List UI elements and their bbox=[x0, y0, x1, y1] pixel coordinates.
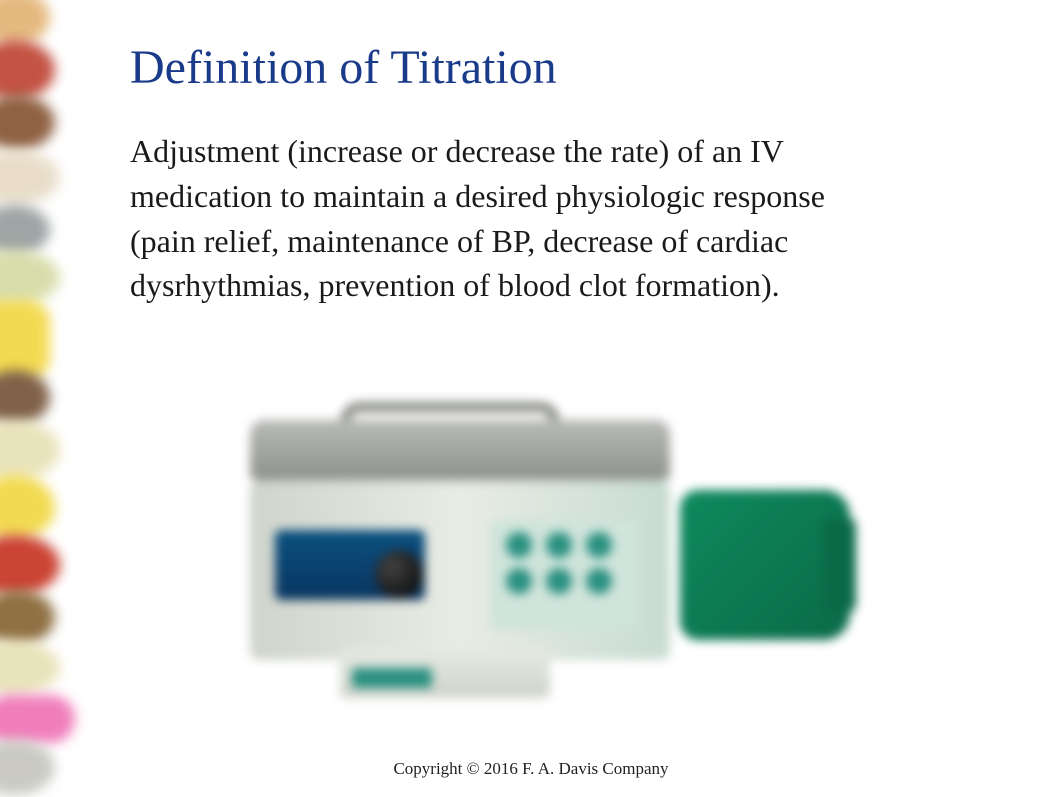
pump-keypad-button bbox=[506, 568, 532, 594]
pill-shape bbox=[0, 300, 50, 380]
pill-shape bbox=[0, 590, 55, 645]
pill-shape bbox=[0, 0, 50, 45]
pump-top-rail bbox=[250, 420, 670, 480]
pump-keypad-button bbox=[506, 532, 532, 558]
pill-shape bbox=[0, 475, 55, 540]
pill-shape bbox=[0, 95, 55, 150]
slide-body-text: Adjustment (increase or decrease the rat… bbox=[130, 129, 890, 308]
infusion-pump-image bbox=[190, 400, 870, 700]
pump-knob bbox=[375, 550, 423, 598]
pill-shape bbox=[0, 640, 60, 695]
pump-keypad-button bbox=[546, 568, 572, 594]
slide-title: Definition of Titration bbox=[130, 40, 1002, 95]
pill-shape bbox=[0, 150, 60, 205]
pump-keypad-button bbox=[586, 532, 612, 558]
slide: Definition of Titration Adjustment (incr… bbox=[0, 0, 1062, 797]
pill-shape bbox=[0, 695, 75, 743]
pump-base-label bbox=[352, 668, 432, 688]
pump-base bbox=[340, 648, 550, 698]
pump-cartridge bbox=[680, 490, 850, 640]
pill-shape bbox=[0, 370, 50, 425]
content-area: Definition of Titration Adjustment (incr… bbox=[130, 40, 1002, 308]
copyright-footer: Copyright © 2016 F. A. Davis Company bbox=[0, 759, 1062, 779]
pill-shape bbox=[0, 40, 55, 100]
infusion-pump-illustration bbox=[190, 400, 870, 700]
pill-shape bbox=[0, 420, 60, 480]
left-pill-decoration bbox=[0, 0, 90, 797]
pump-keypad-button bbox=[546, 532, 572, 558]
pump-keypad-button bbox=[586, 568, 612, 594]
pill-shape bbox=[0, 250, 60, 305]
pill-shape bbox=[0, 205, 50, 255]
pill-shape bbox=[0, 535, 60, 595]
